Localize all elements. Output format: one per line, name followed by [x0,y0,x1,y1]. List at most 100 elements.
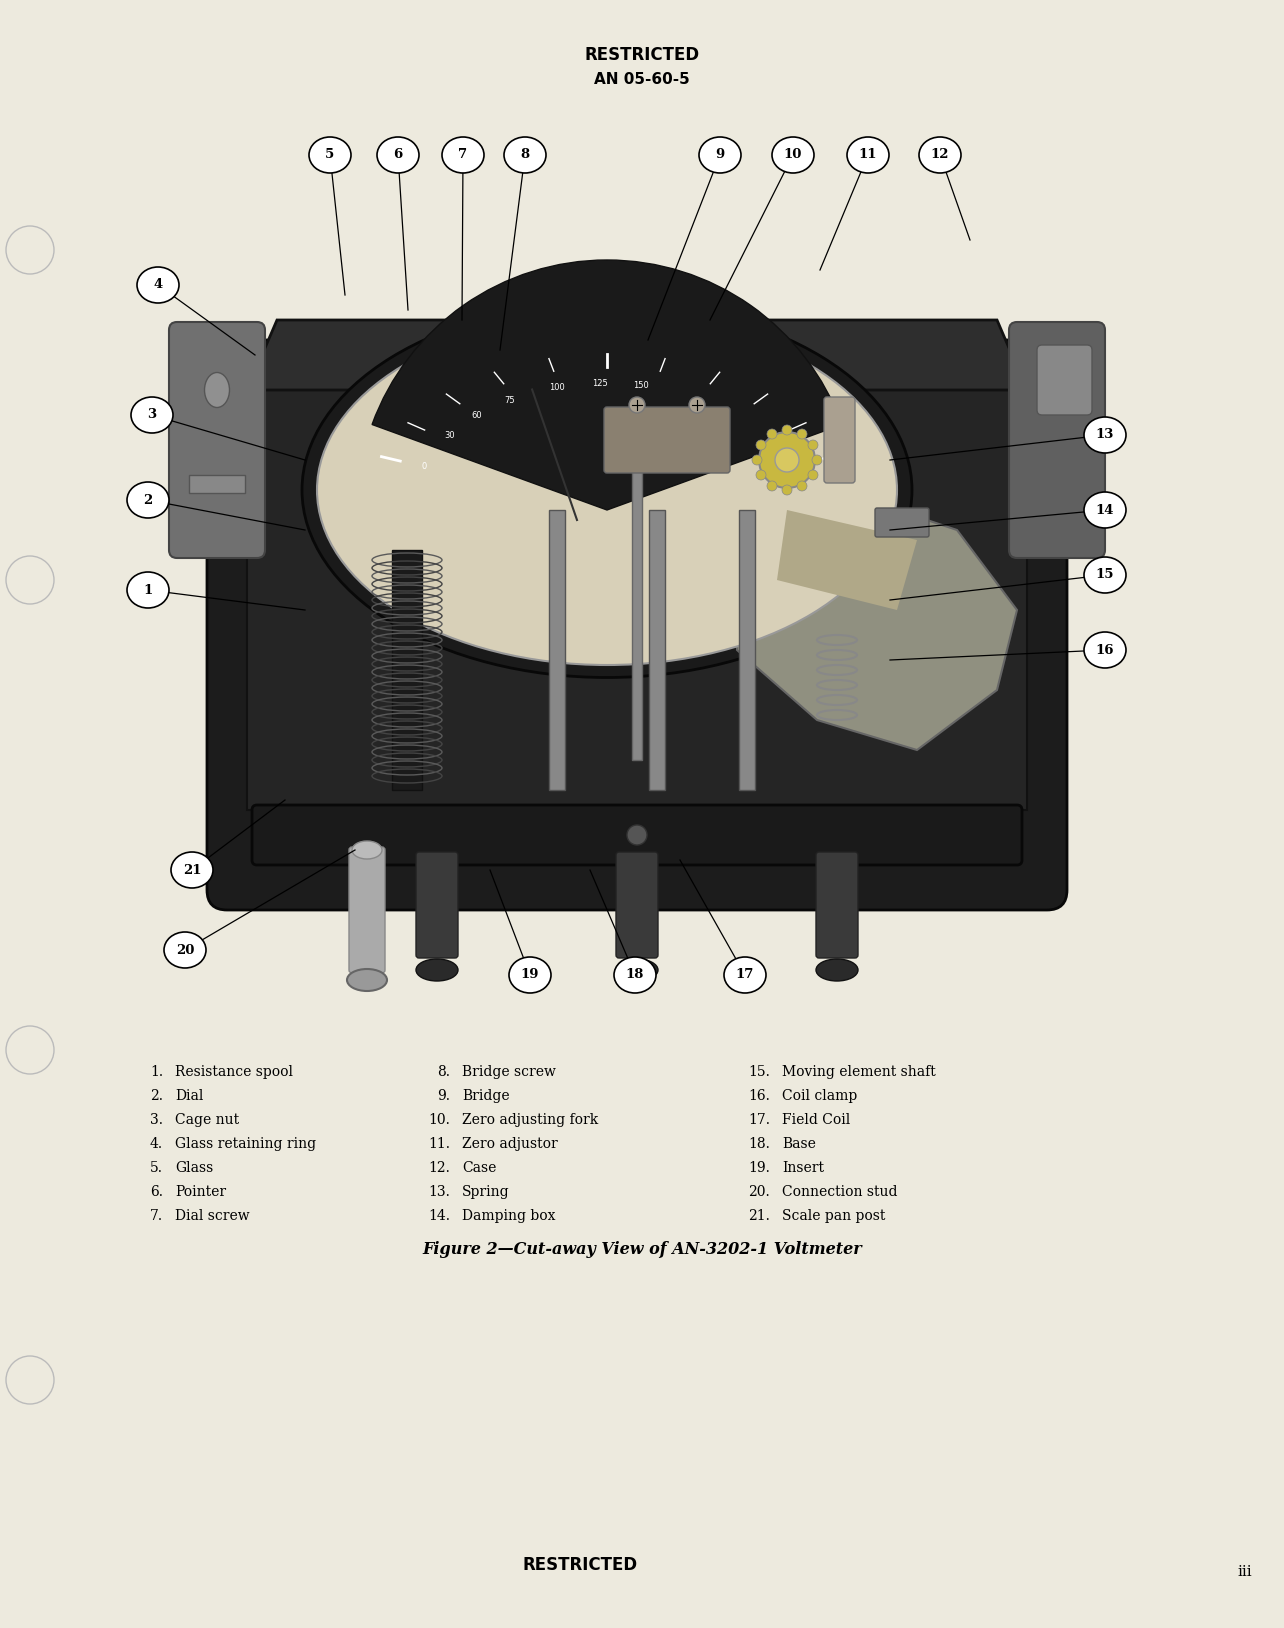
Text: 4.: 4. [150,1136,163,1151]
Text: 21: 21 [182,863,202,876]
FancyBboxPatch shape [603,407,731,474]
Circle shape [629,397,645,414]
Text: AN 05-60-5: AN 05-60-5 [594,73,690,88]
Ellipse shape [919,137,960,173]
Text: Cage nut: Cage nut [175,1114,239,1127]
Polygon shape [247,391,1027,811]
Text: 8: 8 [520,148,529,161]
Text: 21.: 21. [749,1210,770,1223]
Text: 8.: 8. [437,1065,449,1079]
Circle shape [627,825,647,845]
Polygon shape [737,490,1017,751]
Circle shape [782,425,792,435]
Ellipse shape [772,137,814,173]
Ellipse shape [137,267,178,303]
Text: 19: 19 [521,969,539,982]
Ellipse shape [698,137,741,173]
Text: 16.: 16. [749,1089,770,1104]
Text: 3: 3 [148,409,157,422]
Text: AC: AC [659,454,675,466]
Text: iii: iii [1238,1565,1252,1579]
FancyBboxPatch shape [416,851,458,957]
Text: 12.: 12. [428,1161,449,1175]
Text: 6: 6 [393,148,403,161]
Ellipse shape [127,482,169,518]
Polygon shape [777,510,917,610]
Ellipse shape [127,571,169,607]
Text: Glass retaining ring: Glass retaining ring [175,1136,316,1151]
Text: 0: 0 [421,462,426,470]
Text: Damping box: Damping box [462,1210,556,1223]
Text: Moving element shaft: Moving element shaft [782,1065,936,1079]
Circle shape [759,431,815,488]
Text: 10.: 10. [428,1114,449,1127]
FancyBboxPatch shape [349,847,385,974]
FancyBboxPatch shape [874,508,930,537]
Text: 13: 13 [1095,428,1115,441]
Circle shape [797,430,808,440]
Text: 7: 7 [458,148,467,161]
Polygon shape [247,321,1027,391]
Text: Figure 2—Cut-away View of AN-3202-1 Voltmeter: Figure 2—Cut-away View of AN-3202-1 Volt… [422,1242,862,1258]
Circle shape [811,454,822,466]
FancyBboxPatch shape [824,397,855,484]
Ellipse shape [317,314,898,664]
Text: 125: 125 [592,379,609,387]
Circle shape [797,480,808,492]
Circle shape [808,440,818,449]
Text: RESTRICTED: RESTRICTED [584,46,700,63]
Text: Spring: Spring [462,1185,510,1198]
Circle shape [752,454,761,466]
Circle shape [756,470,767,480]
Text: 17: 17 [736,969,754,982]
Text: 10: 10 [783,148,802,161]
Ellipse shape [508,957,551,993]
Text: 11.: 11. [428,1136,449,1151]
Text: 19.: 19. [749,1161,770,1175]
Bar [392,550,422,790]
Text: 7.: 7. [150,1210,163,1223]
Text: Bridge: Bridge [462,1089,510,1104]
FancyBboxPatch shape [252,804,1022,864]
Text: 9: 9 [715,148,724,161]
FancyBboxPatch shape [1009,322,1106,558]
FancyBboxPatch shape [207,340,1067,910]
Text: 60: 60 [471,412,482,420]
Text: 2.: 2. [150,1089,163,1104]
Text: Insert: Insert [782,1161,824,1175]
Text: 9.: 9. [437,1089,449,1104]
FancyBboxPatch shape [616,851,657,957]
Text: Resistance spool: Resistance spool [175,1065,293,1079]
Text: Case: Case [462,1161,497,1175]
Text: Dial: Dial [175,1089,203,1104]
Ellipse shape [1084,492,1126,527]
Text: Zero adjustor: Zero adjustor [462,1136,557,1151]
Circle shape [6,557,54,604]
Text: 75: 75 [505,396,515,405]
Text: 3.: 3. [150,1114,163,1127]
Ellipse shape [164,931,205,969]
Text: Scale pan post: Scale pan post [782,1210,886,1223]
Text: 11: 11 [859,148,877,161]
Circle shape [767,480,777,492]
Text: 30: 30 [444,431,455,440]
Text: 20.: 20. [749,1185,770,1198]
Circle shape [782,485,792,495]
Text: 1.: 1. [150,1065,163,1079]
Text: 14: 14 [1095,503,1115,516]
Ellipse shape [1084,632,1126,667]
Bar [189,475,245,493]
Text: Connection stud: Connection stud [782,1185,898,1198]
Ellipse shape [416,959,458,982]
Text: 5.: 5. [150,1161,163,1175]
Ellipse shape [347,969,386,991]
Ellipse shape [309,137,351,173]
Text: Bridge screw: Bridge screw [462,1065,556,1079]
Text: 100: 100 [548,383,565,392]
Text: RESTRICTED: RESTRICTED [523,1556,638,1574]
Circle shape [808,470,818,480]
Ellipse shape [616,959,657,982]
FancyBboxPatch shape [1037,345,1091,415]
Bar [648,510,665,790]
Text: 1: 1 [144,583,153,596]
